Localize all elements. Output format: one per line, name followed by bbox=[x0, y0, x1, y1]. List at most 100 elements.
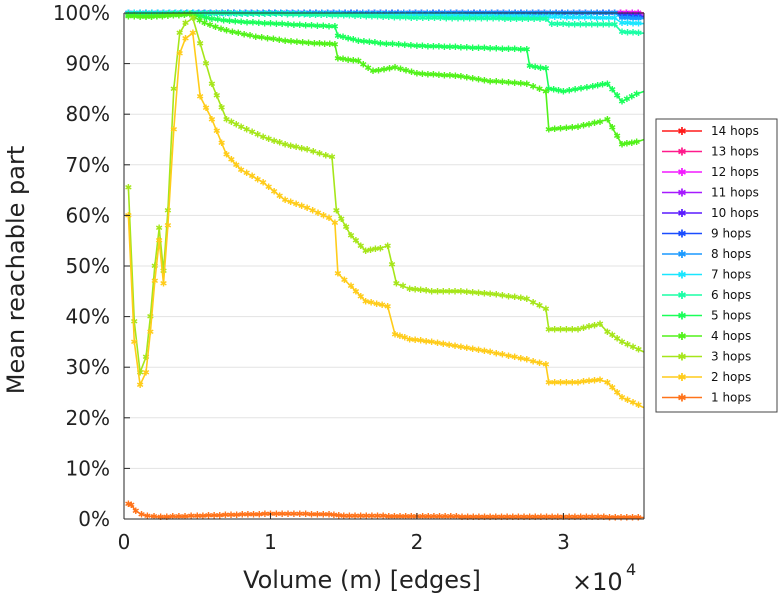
data-point: ✱ bbox=[229, 28, 237, 38]
data-point: ✱ bbox=[551, 325, 559, 335]
legend-box bbox=[655, 118, 778, 413]
data-point: ✱ bbox=[591, 321, 599, 331]
data-point: ✱ bbox=[430, 11, 438, 21]
data-point: ✱ bbox=[582, 9, 590, 19]
data-point: ✱ bbox=[393, 280, 401, 290]
data-point: ✱ bbox=[526, 513, 534, 523]
data-point: ✱ bbox=[441, 9, 449, 19]
data-point: ✱ bbox=[275, 36, 283, 46]
data-point: ✱ bbox=[419, 42, 427, 52]
data-point: ✱ bbox=[618, 19, 626, 29]
data-point: ✱ bbox=[352, 237, 360, 247]
data-point: ✱ bbox=[278, 510, 286, 520]
data-point: ✱ bbox=[577, 513, 585, 523]
data-point: ✱ bbox=[394, 9, 402, 19]
data-point: ✱ bbox=[301, 11, 309, 21]
data-point: ✱ bbox=[331, 40, 339, 50]
data-point: ✱ bbox=[201, 19, 209, 29]
data-point: ✱ bbox=[464, 9, 472, 19]
y-tick-label: 100% bbox=[53, 1, 110, 25]
data-point: ✱ bbox=[551, 125, 559, 135]
data-point: ✱ bbox=[384, 302, 392, 312]
data-point: ✱ bbox=[413, 42, 421, 52]
data-point: ✱ bbox=[558, 9, 566, 19]
data-point: ✱ bbox=[223, 27, 231, 37]
data-point: ✱ bbox=[635, 401, 643, 411]
data-point: ✱ bbox=[634, 9, 642, 19]
data-point: ✱ bbox=[407, 11, 415, 21]
data-point: ✱ bbox=[588, 20, 596, 30]
data-point: ✱ bbox=[499, 292, 507, 302]
data-point: ✱ bbox=[362, 12, 370, 22]
data-point: ✱ bbox=[541, 9, 549, 19]
data-point: ✱ bbox=[613, 389, 621, 399]
data-point: ✱ bbox=[611, 9, 619, 19]
data-point: ✱ bbox=[604, 115, 612, 125]
data-point: ✱ bbox=[441, 9, 449, 19]
data-point: ✱ bbox=[511, 9, 519, 19]
data-point: ✱ bbox=[517, 294, 525, 304]
data-point: ✱ bbox=[334, 270, 342, 280]
data-point: ✱ bbox=[252, 33, 260, 43]
data-point: ✱ bbox=[153, 10, 161, 20]
data-point: ✱ bbox=[464, 9, 472, 19]
data-point: ✱ bbox=[233, 120, 241, 130]
data-point: ✱ bbox=[176, 29, 184, 39]
data-point: ✱ bbox=[233, 511, 241, 521]
data-point: ✱ bbox=[290, 510, 298, 520]
data-point: ✱ bbox=[424, 70, 432, 80]
data-point: ✱ bbox=[581, 14, 589, 24]
data-point: ✱ bbox=[623, 140, 631, 150]
data-point: ✱ bbox=[418, 9, 426, 19]
y-tick-label: 90% bbox=[66, 52, 110, 76]
legend-swatch-marker: ✱ bbox=[677, 228, 686, 241]
y-tick-label: 60% bbox=[66, 203, 110, 227]
data-point: ✱ bbox=[352, 287, 360, 297]
data-point: ✱ bbox=[587, 9, 595, 19]
data-point: ✱ bbox=[469, 288, 477, 298]
data-point: ✱ bbox=[488, 12, 496, 22]
data-point: ✱ bbox=[273, 20, 281, 30]
data-point: ✱ bbox=[505, 292, 513, 302]
data-point: ✱ bbox=[314, 22, 322, 32]
data-point: ✱ bbox=[305, 39, 313, 49]
legend-swatch-marker: ✱ bbox=[677, 330, 686, 343]
data-point: ✱ bbox=[535, 9, 543, 19]
data-point: ✱ bbox=[164, 206, 172, 216]
data-point: ✱ bbox=[466, 14, 474, 24]
data-point: ✱ bbox=[495, 15, 503, 25]
data-point: ✱ bbox=[213, 127, 221, 137]
data-point: ✱ bbox=[151, 277, 159, 287]
data-point: ✱ bbox=[132, 507, 140, 517]
data-point: ✱ bbox=[596, 320, 604, 330]
data-point: ✱ bbox=[406, 9, 414, 19]
data-point: ✱ bbox=[147, 313, 155, 323]
data-point: ✱ bbox=[629, 343, 637, 353]
data-point: ✱ bbox=[142, 13, 150, 23]
data-point: ✱ bbox=[574, 325, 582, 335]
data-point: ✱ bbox=[423, 9, 431, 19]
data-point: ✱ bbox=[618, 141, 626, 151]
data-point: ✱ bbox=[481, 44, 489, 54]
data-point: ✱ bbox=[394, 9, 402, 19]
data-point: ✱ bbox=[125, 184, 133, 194]
data-point: ✱ bbox=[469, 74, 477, 84]
data-point: ✱ bbox=[546, 9, 554, 19]
data-point: ✱ bbox=[278, 10, 286, 20]
data-point: ✱ bbox=[546, 9, 554, 19]
data-point: ✱ bbox=[569, 13, 577, 23]
data-point: ✱ bbox=[419, 513, 427, 523]
data-point: ✱ bbox=[505, 9, 513, 19]
data-point: ✱ bbox=[571, 85, 579, 95]
data-point: ✱ bbox=[270, 35, 278, 45]
data-point: ✱ bbox=[196, 92, 204, 102]
data-point: ✱ bbox=[548, 513, 556, 523]
data-point: ✱ bbox=[454, 14, 462, 24]
data-point: ✱ bbox=[208, 80, 216, 90]
data-point: ✱ bbox=[523, 9, 531, 19]
data-point: ✱ bbox=[368, 512, 376, 522]
data-point: ✱ bbox=[394, 9, 402, 19]
data-point: ✱ bbox=[493, 349, 501, 359]
data-point: ✱ bbox=[205, 512, 213, 522]
